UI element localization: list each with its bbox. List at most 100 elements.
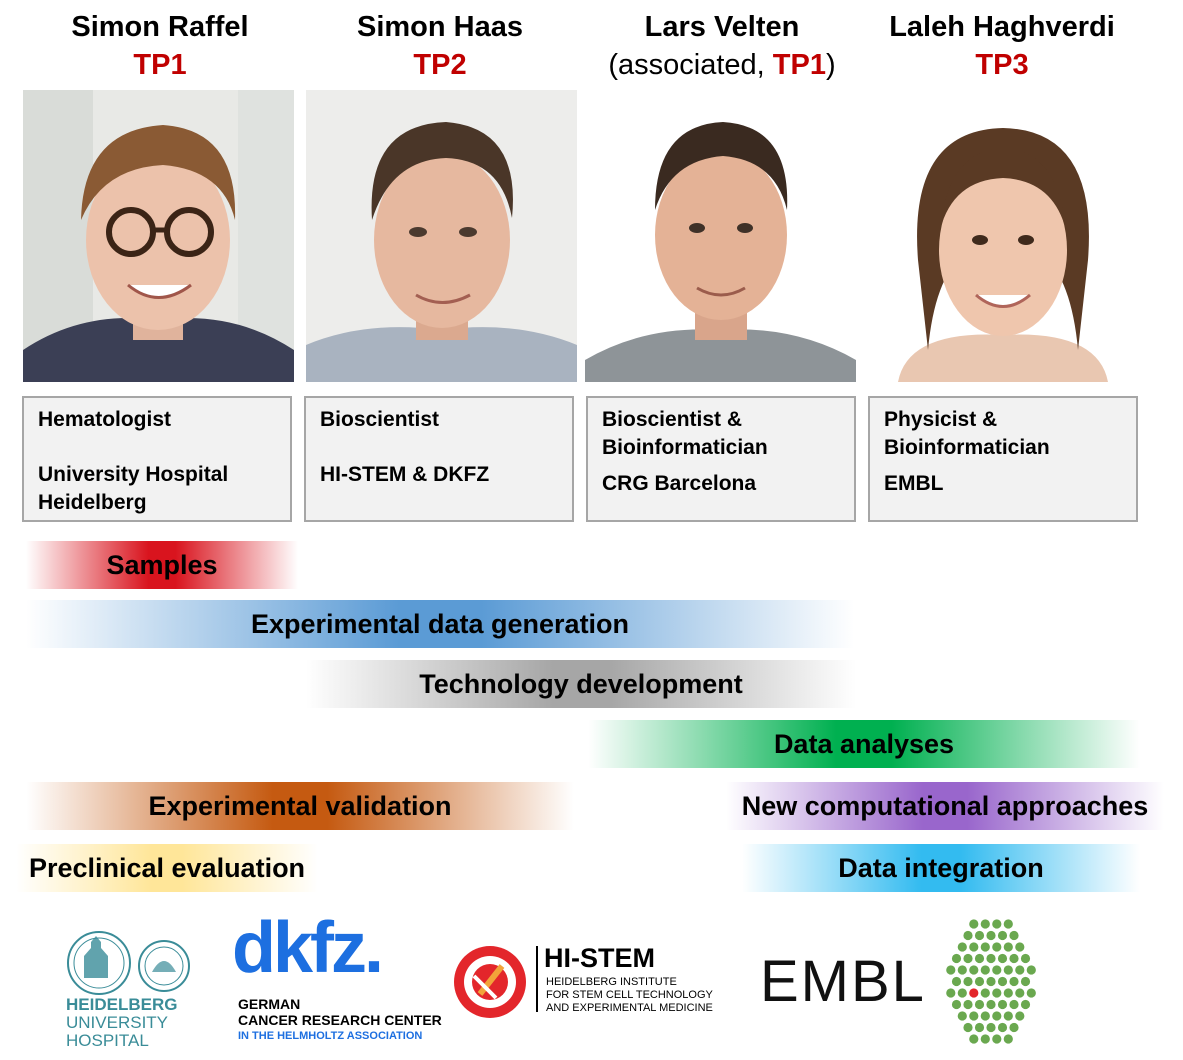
portrait-raffel [23, 90, 294, 382]
histem-line: HEIDELBERG INSTITUTE [546, 976, 677, 988]
embl-green-dot [963, 976, 973, 987]
embl-green-dot [1003, 965, 1013, 975]
embl-green-dot [992, 1034, 1002, 1044]
embl-red-dot [969, 988, 979, 998]
role-text: Physicist & [884, 408, 998, 431]
embl-green-dot [992, 942, 1002, 952]
embl-green-dot [974, 930, 985, 941]
embl-green-dot [974, 953, 985, 964]
embl-green-dot [946, 965, 956, 975]
embl-green-dot [969, 1034, 979, 1044]
dkfz-line: CANCER RESEARCH CENTER [238, 1012, 442, 1028]
embl-green-dot [986, 999, 996, 1010]
dkfz-line: GERMAN [238, 996, 301, 1012]
embl-green-dot [1009, 999, 1019, 1010]
person-tp-raffel: TP1 [133, 49, 187, 81]
affiliation-text: HI-STEM & DKFZ [320, 463, 490, 486]
embl-green-dot [980, 965, 990, 975]
embl-green-dot [957, 988, 967, 998]
embl-green-dot [1009, 930, 1019, 941]
embl-green-dot [1015, 1011, 1025, 1021]
portrait-haas [306, 90, 577, 382]
band-data-integration: Data integration [742, 844, 1140, 892]
embl-green-dot [963, 1022, 973, 1033]
embl-green-dot [980, 988, 990, 998]
person-name-raffel: Simon Raffel [71, 11, 249, 43]
embl-green-dot [1026, 988, 1036, 998]
info-card-velten: Bioscientist & Bioinformatician CRG Barc… [586, 396, 856, 522]
embl-green-dot [1003, 988, 1013, 998]
embl-green-dot [997, 953, 1008, 964]
band-experimental-data-generation: Experimental data generation [26, 600, 854, 648]
embl-green-dot [997, 999, 1008, 1010]
embl-green-dot [974, 999, 985, 1010]
dkfz-line: IN THE HELMHOLTZ ASSOCIATION [238, 1030, 423, 1042]
embl-green-dot [986, 976, 996, 987]
affiliation-text: CRG Barcelona [602, 472, 757, 495]
info-card-haghverdi: Physicist & Bioinformatician EMBL [868, 396, 1138, 522]
dkfz-logo-mark: dkfz. [232, 908, 384, 988]
portrait-velten [585, 90, 856, 382]
embl-green-dot [997, 930, 1008, 941]
histem-title: HI-STEM [544, 943, 655, 973]
dkfz-logo-text: GERMAN CANCER RESEARCH CENTER IN THE HEL… [238, 996, 442, 1044]
embl-green-dot [957, 1011, 967, 1021]
embl-green-dot [1003, 1034, 1013, 1044]
embl-green-dot [980, 919, 990, 929]
embl-green-dot [992, 988, 1002, 998]
band-samples: Samples [26, 541, 298, 589]
embl-green-dot [957, 965, 967, 975]
person-name-velten: Lars Velten [644, 11, 800, 43]
embl-green-dot [1009, 1022, 1019, 1033]
embl-green-dot [980, 1011, 990, 1021]
band-data-analyses: Data analyses [588, 720, 1140, 768]
embl-green-dot [957, 942, 967, 952]
info-card-raffel: Hematologist University Hospital Heidelb… [22, 396, 292, 522]
band-technology-development: Technology development [306, 660, 856, 708]
heidelberg-line: UNIVERSITY [66, 1013, 169, 1032]
embl-green-dot [1015, 965, 1025, 975]
embl-green-dot [997, 1022, 1008, 1033]
heidelberg-logo: HEIDELBERG UNIVERSITY HOSPITAL [66, 996, 177, 1050]
embl-green-dot [963, 953, 973, 964]
role-text: Bioscientist & [602, 408, 743, 431]
histem-emblem-icon [450, 942, 530, 1022]
embl-green-dot [992, 1011, 1002, 1021]
heidelberg-line: HEIDELBERG [66, 995, 178, 1014]
role-text: Bioscientist [320, 408, 440, 431]
role-text: Hematologist [38, 408, 172, 431]
embl-green-dot [946, 988, 956, 998]
person-tp-haas: TP2 [413, 49, 467, 81]
person-tp-velten: (associated, TP1) [608, 49, 836, 81]
embl-green-dot [986, 1022, 996, 1033]
band-experimental-validation: Experimental validation [26, 782, 574, 830]
embl-green-dot [969, 965, 979, 975]
embl-green-dot [1026, 965, 1036, 975]
histem-divider [536, 946, 538, 1012]
embl-green-dot [951, 999, 962, 1010]
embl-logo-text: EMBL [760, 949, 926, 1014]
heidelberg-line: HOSPITAL [66, 1031, 149, 1050]
embl-green-dot [1003, 919, 1013, 929]
embl-green-dot [1003, 942, 1013, 952]
embl-green-dot [1020, 953, 1031, 964]
embl-green-dot [986, 953, 996, 964]
embl-green-dot [1015, 942, 1025, 952]
portrait-haghverdi [868, 90, 1139, 382]
embl-green-dot [969, 919, 979, 929]
embl-green-dot [1009, 976, 1019, 987]
embl-green-dot [969, 942, 979, 952]
histem-line: FOR STEM CELL TECHNOLOGY [546, 989, 713, 1001]
embl-green-dot [974, 1022, 985, 1033]
embl-green-dot [1020, 999, 1031, 1010]
embl-green-dot [974, 976, 985, 987]
histem-subtitle: HEIDELBERG INSTITUTE FOR STEM CELL TECHN… [546, 976, 713, 1015]
embl-green-dot [1009, 953, 1019, 964]
embl-green-dot [951, 976, 962, 987]
embl-green-dot [1020, 976, 1031, 987]
embl-green-dot [951, 953, 962, 964]
affiliation-text: EMBL [884, 472, 944, 495]
person-tp-haghverdi: TP3 [975, 49, 1029, 81]
person-name-haas: Simon Haas [357, 11, 523, 43]
info-card-haas: Bioscientist HI-STEM & DKFZ [304, 396, 574, 522]
